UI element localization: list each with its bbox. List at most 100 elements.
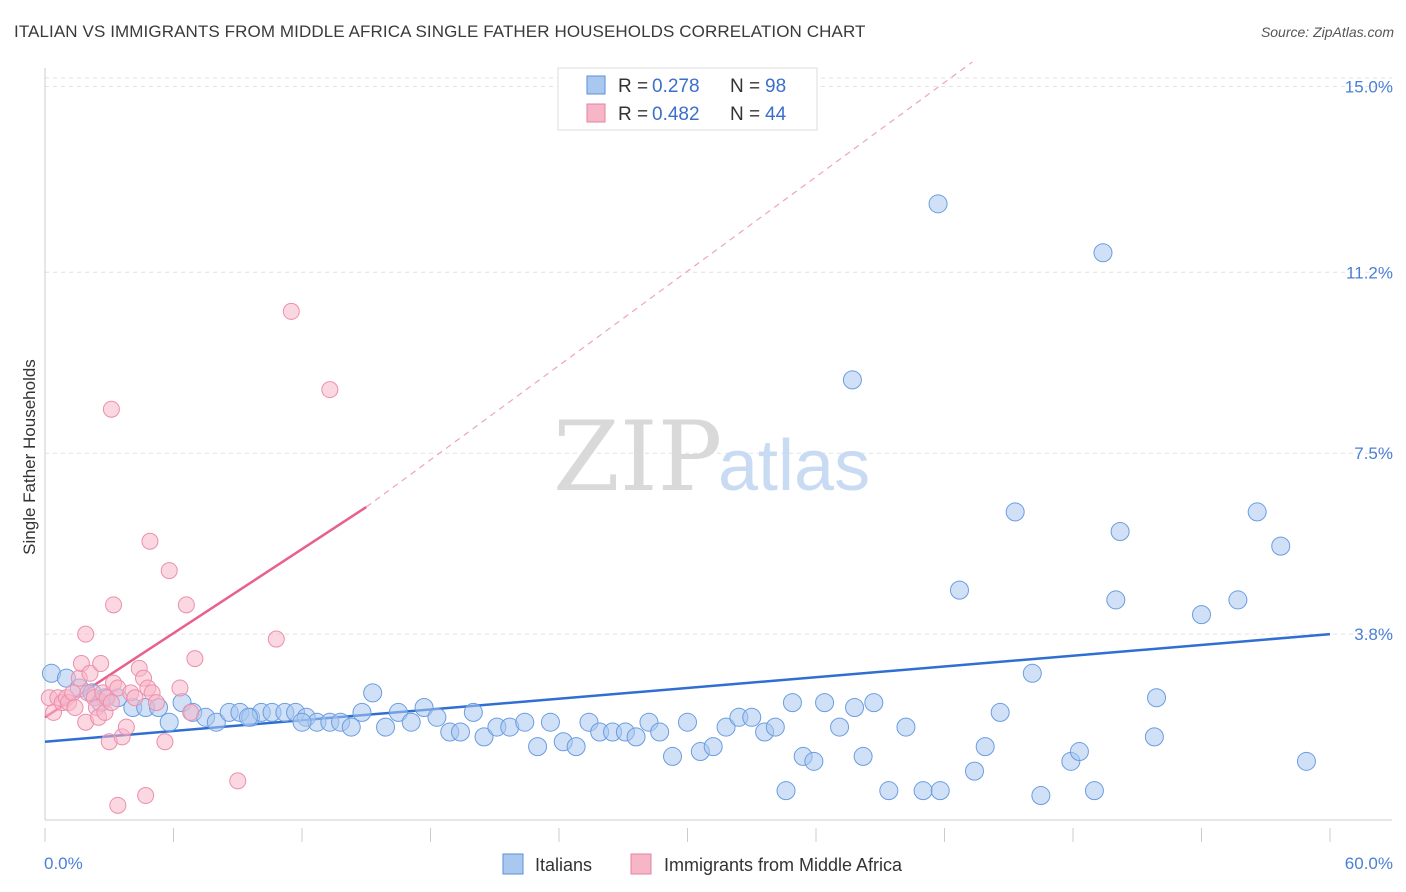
bottom-legend-label-middle-africa: Immigrants from Middle Africa: [664, 855, 903, 875]
point-italians: [742, 707, 762, 727]
legend-n-value: 44: [765, 104, 787, 125]
point-italians: [1106, 590, 1126, 610]
point-italians: [1228, 590, 1248, 610]
point-italians: [388, 702, 408, 722]
legend-r-value: 0.482: [652, 104, 700, 125]
y-tick-label: 11.2%: [1346, 263, 1393, 282]
point-middle-africa: [156, 733, 174, 751]
trend-line-middle-africa: [44, 505, 367, 719]
point-italians: [804, 751, 824, 771]
point-italians: [427, 707, 447, 727]
point-middle-africa: [229, 772, 247, 790]
point-middle-africa: [147, 694, 165, 712]
point-italians: [782, 693, 802, 713]
trend-line-middle-africa-extension: [365, 61, 973, 508]
point-italians: [515, 712, 535, 732]
point-middle-africa: [282, 302, 300, 320]
axis-layer: 3.8% 7.5% 11.2% 15.0% 0.0% 60.0%: [44, 68, 1393, 873]
point-italians: [1084, 781, 1104, 801]
points-layer: [40, 194, 1316, 814]
point-italians: [650, 722, 670, 742]
point-italians: [1022, 663, 1042, 683]
watermark-zip: ZIP: [553, 401, 722, 513]
point-middle-africa: [126, 689, 144, 707]
point-italians: [765, 717, 785, 737]
point-italians: [1093, 243, 1113, 263]
point-italians: [1144, 727, 1164, 747]
point-italians: [238, 707, 258, 727]
point-middle-africa: [182, 703, 200, 721]
legend-r-value: 0.278: [652, 76, 700, 97]
y-axis-label: Single Father Households: [20, 359, 39, 555]
point-middle-africa: [109, 796, 127, 814]
point-middle-africa: [117, 718, 135, 736]
bottom-legend-swatch-middle-africa: [630, 853, 652, 875]
bottom-legend-label-italians: Italians: [535, 855, 592, 875]
point-middle-africa: [141, 532, 159, 550]
point-middle-africa: [64, 684, 82, 702]
bottom-legend-swatch-italians: [502, 853, 524, 875]
point-italians: [363, 683, 383, 703]
point-italians: [964, 761, 984, 781]
point-middle-africa: [105, 596, 123, 614]
point-italians: [1271, 536, 1291, 556]
point-italians: [815, 693, 835, 713]
point-italians: [896, 717, 916, 737]
point-italians: [626, 727, 646, 747]
bottom-legend: Italians Immigrants from Middle Africa: [502, 853, 903, 875]
point-italians: [540, 712, 560, 732]
point-italians: [928, 194, 948, 214]
point-italians: [376, 717, 396, 737]
point-italians: [703, 737, 723, 757]
point-italians: [1296, 751, 1316, 771]
point-italians: [292, 712, 312, 732]
point-italians: [401, 712, 421, 732]
point-italians: [566, 737, 586, 757]
point-italians: [159, 712, 179, 732]
point-middle-africa: [102, 694, 120, 712]
point-italians: [913, 781, 933, 801]
point-italians: [463, 702, 483, 722]
point-italians: [414, 698, 434, 718]
point-italians: [1005, 502, 1025, 522]
point-italians: [1192, 605, 1211, 625]
point-italians: [1147, 688, 1167, 708]
point-italians: [1031, 786, 1051, 806]
point-italians: [845, 698, 865, 718]
legend-r-label: R =: [618, 76, 648, 97]
legend-r-label: R =: [618, 104, 648, 125]
point-middle-africa: [92, 655, 110, 673]
x-tick-label: 60.0%: [1345, 854, 1393, 873]
point-italians: [1069, 742, 1089, 762]
legend-n-label: N =: [730, 104, 760, 125]
point-italians: [678, 712, 697, 732]
point-middle-africa: [186, 650, 204, 668]
y-tick-label: 3.8%: [1354, 625, 1393, 644]
legend-n-value: 98: [765, 76, 786, 97]
point-middle-africa: [160, 562, 178, 580]
point-italians: [206, 712, 226, 732]
point-italians: [474, 727, 494, 747]
point-middle-africa: [102, 400, 120, 418]
point-italians: [450, 722, 470, 742]
point-italians: [663, 746, 683, 766]
point-italians: [776, 781, 796, 801]
chart-title: ITALIAN VS IMMIGRANTS FROM MIDDLE AFRICA…: [14, 22, 866, 41]
chart-source: Source: ZipAtlas.com: [1260, 24, 1394, 40]
point-middle-africa: [267, 630, 285, 648]
point-italians: [842, 370, 862, 390]
watermark-atlas: atlas: [718, 426, 870, 506]
point-italians: [341, 717, 361, 737]
point-middle-africa: [137, 787, 155, 805]
point-italians: [930, 781, 950, 801]
point-italians: [864, 693, 884, 713]
point-italians: [352, 702, 372, 722]
point-italians: [949, 580, 969, 600]
point-italians: [716, 717, 736, 737]
point-italians: [990, 702, 1010, 722]
point-middle-africa: [171, 679, 189, 697]
y-tick-label: 7.5%: [1354, 444, 1393, 463]
point-middle-africa: [321, 381, 339, 399]
point-italians: [879, 781, 899, 801]
